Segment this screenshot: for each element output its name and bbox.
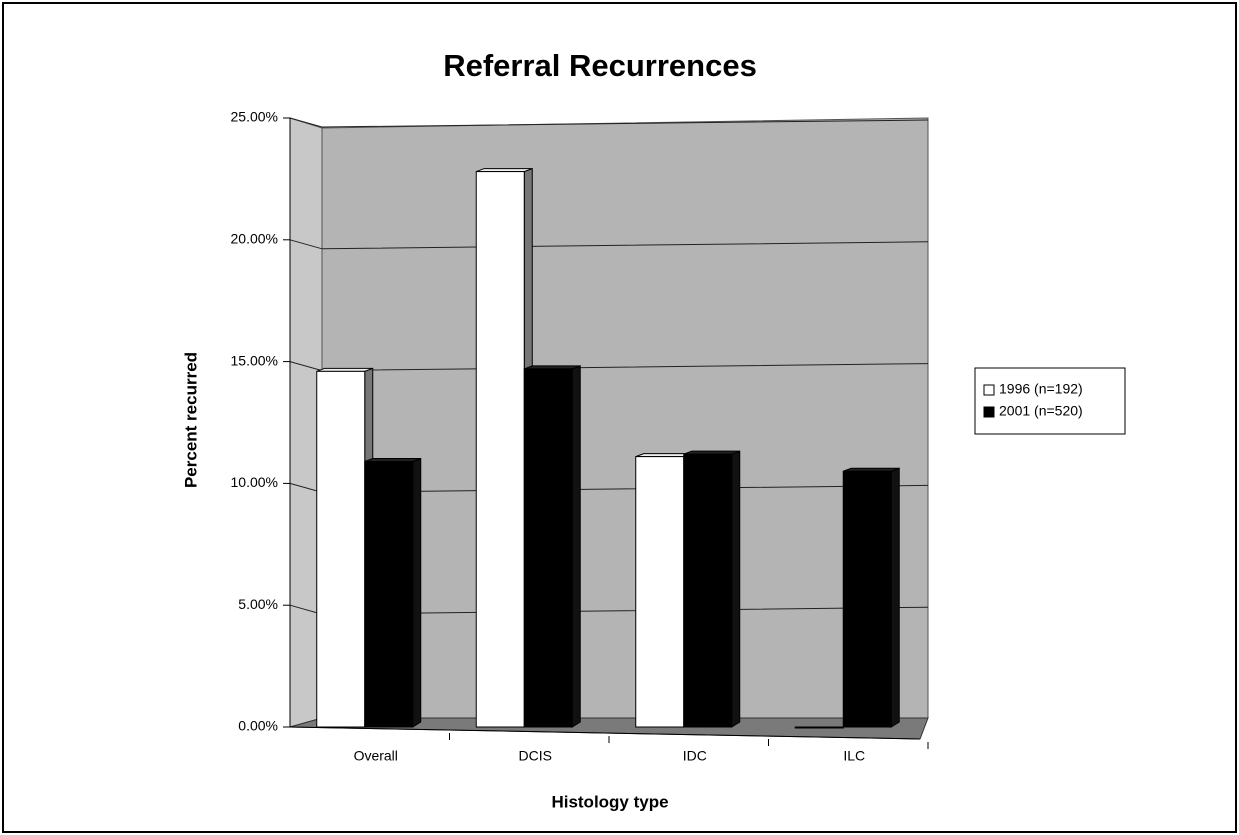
grid-line xyxy=(289,117,929,128)
x-tick-label: IDC xyxy=(683,748,707,764)
y-axis-label: Percent recurred xyxy=(181,352,200,488)
bar xyxy=(523,368,573,728)
legend-swatch xyxy=(983,406,995,418)
legend-swatch xyxy=(983,384,995,396)
y-tick-label: 25.00% xyxy=(231,109,278,125)
y-tick-label: 15.00% xyxy=(231,352,278,368)
x-axis-label: Histology type xyxy=(551,792,668,811)
x-tick-label: Overall xyxy=(354,748,398,764)
bar xyxy=(635,456,685,728)
chart-title: Referral Recurrences xyxy=(443,48,757,83)
y-tick-label: 5.00% xyxy=(238,596,278,612)
bar-side xyxy=(412,457,422,728)
bar xyxy=(364,460,414,728)
bar-side xyxy=(571,365,581,728)
x-axis xyxy=(289,726,921,740)
bar-side xyxy=(731,450,741,728)
plot-area xyxy=(289,117,929,740)
x-tick-label: ILC xyxy=(843,748,865,764)
bar xyxy=(842,470,892,728)
legend-label: 2001 (n=520) xyxy=(999,403,1083,419)
bar xyxy=(475,171,525,728)
grid-line xyxy=(289,239,929,250)
bar xyxy=(316,370,366,728)
legend-label: 1996 (n=192) xyxy=(999,381,1083,397)
y-tick-label: 10.00% xyxy=(231,474,278,490)
bar-side xyxy=(890,467,900,728)
y-tick-label: 0.00% xyxy=(238,718,278,734)
y-tick-label: 20.00% xyxy=(231,231,278,247)
legend xyxy=(974,367,1126,435)
bar xyxy=(794,726,844,729)
x-tick-label: DCIS xyxy=(519,748,552,764)
bar xyxy=(683,453,733,728)
